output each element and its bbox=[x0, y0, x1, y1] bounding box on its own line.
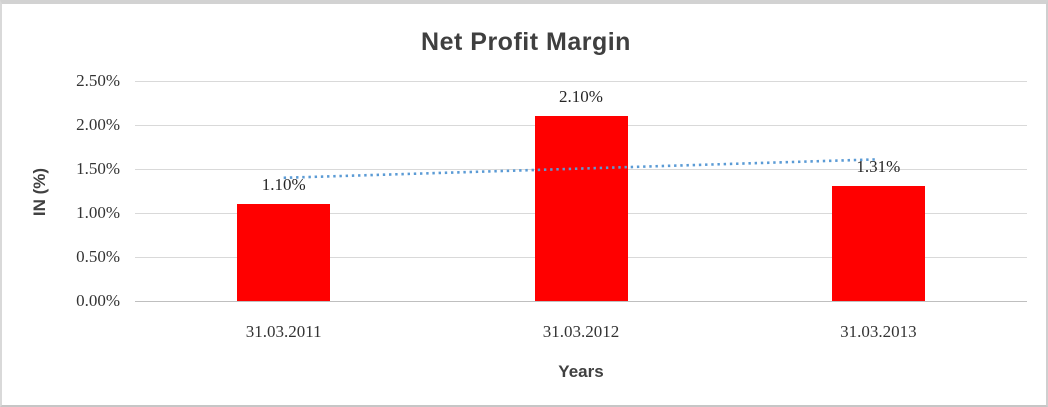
chart-title: Net Profit Margin bbox=[421, 28, 631, 56]
y-tick-label: 0.00% bbox=[76, 291, 120, 310]
x-category-label: 31.03.2011 bbox=[245, 322, 322, 341]
data-label: 2.10% bbox=[559, 87, 603, 107]
y-tick-label: 1.00% bbox=[76, 203, 120, 222]
y-tick-label: 2.00% bbox=[76, 115, 120, 134]
data-label: 1.31% bbox=[856, 156, 901, 176]
bar-31.03.2012 bbox=[534, 116, 628, 301]
y-tick-label: 0.50% bbox=[76, 247, 120, 266]
gridline bbox=[135, 80, 1027, 82]
x-category-label: 31.03.2013 bbox=[840, 322, 917, 341]
x-axis-title: Years bbox=[558, 362, 604, 381]
bar-31.03.2013 bbox=[831, 185, 925, 301]
x-category-label: 31.03.2012 bbox=[542, 322, 620, 341]
y-tick-label: 2.50% bbox=[76, 71, 120, 90]
bar-31.03.2011 bbox=[237, 204, 331, 301]
gridline bbox=[135, 300, 1027, 302]
data-label: 1.10% bbox=[261, 175, 306, 195]
y-tick-label: 1.50% bbox=[76, 159, 120, 178]
